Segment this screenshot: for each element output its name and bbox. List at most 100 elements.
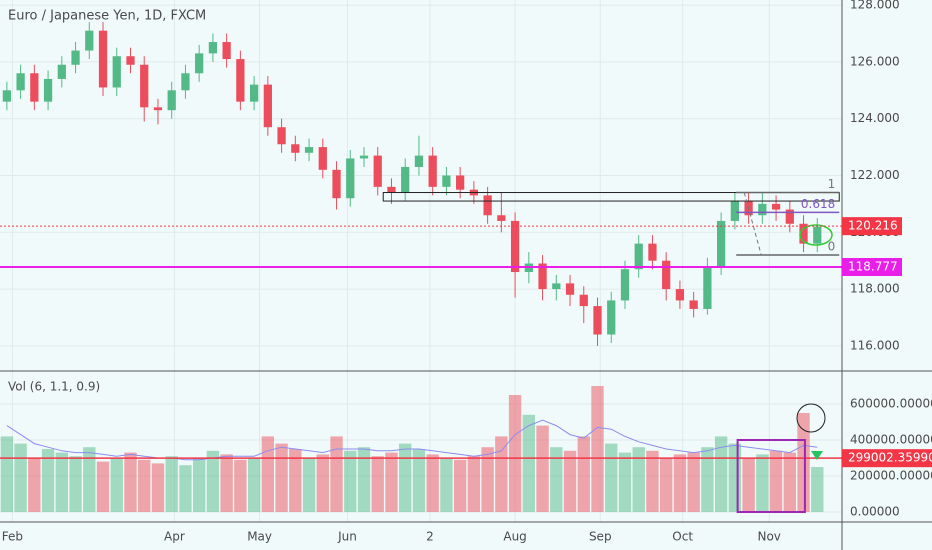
price-label: 118.777 — [848, 260, 898, 274]
candle-body — [359, 155, 369, 159]
candle-body — [263, 84, 272, 128]
candle-body — [401, 166, 410, 193]
x-tick-label: Feb — [2, 530, 23, 544]
volume-bar — [220, 454, 233, 513]
candle-body — [85, 30, 94, 51]
volume-bar — [756, 454, 769, 513]
volume-bar — [742, 458, 755, 513]
x-tick-label: Jun — [337, 530, 357, 544]
x-tick-label: Sep — [589, 530, 612, 544]
fib-label: 1 — [828, 177, 836, 191]
candle-body — [428, 155, 437, 187]
volume-bar — [316, 454, 329, 513]
volume-bar — [797, 413, 810, 513]
y-tick-label: 128.000 — [850, 0, 900, 12]
volume-bar — [618, 452, 632, 513]
candle-body — [140, 64, 149, 108]
volume-bar — [69, 456, 82, 513]
candle-body — [442, 175, 451, 187]
volume-bar — [673, 454, 687, 513]
candle-body — [291, 144, 300, 153]
fib-label: 0 — [828, 239, 836, 253]
volume-bar — [165, 456, 178, 513]
candle-body — [57, 64, 66, 79]
volume-bar — [481, 447, 494, 513]
candle-body — [552, 283, 561, 290]
volume-bar — [495, 436, 508, 513]
candle-body — [689, 300, 698, 309]
candle-body — [579, 294, 588, 307]
candle-body — [195, 53, 204, 74]
volume-bar — [714, 436, 728, 513]
candle-body — [730, 201, 739, 221]
volume-bar — [563, 450, 577, 513]
volume-bar — [467, 456, 481, 513]
price-label-box — [842, 258, 902, 277]
y-tick-label: 124.000 — [850, 111, 900, 125]
candle-body — [717, 220, 726, 267]
candle-body — [607, 300, 616, 335]
volume-bar — [728, 443, 742, 513]
candle-body — [98, 30, 108, 88]
chart-title: Euro / Japanese Yen, 1D, FXCM — [8, 9, 206, 24]
zone-box — [382, 192, 840, 202]
candle-body — [510, 220, 520, 273]
y-tick-label: 118.000 — [850, 282, 900, 296]
volume-bar — [192, 458, 206, 513]
volume-bar — [426, 454, 439, 513]
candle-body — [153, 107, 163, 111]
volume-bar — [508, 395, 522, 513]
volume-bar — [783, 452, 796, 513]
candle-body — [593, 306, 602, 335]
y-tick-label: 126.000 — [850, 54, 900, 68]
volume-bar — [371, 456, 384, 513]
volume-bar — [330, 436, 343, 513]
volume-bar — [96, 461, 110, 513]
volume-bar — [55, 452, 68, 513]
volume-bar — [289, 449, 302, 513]
x-tick-label: Aug — [503, 530, 526, 544]
candle-body — [181, 73, 190, 91]
volume-bar — [536, 425, 549, 513]
candle-body — [662, 260, 671, 290]
x-tick-label: Nov — [757, 530, 780, 544]
candle-body — [771, 203, 781, 210]
volume-bar — [453, 459, 467, 513]
candle-body — [758, 203, 767, 216]
volume-bar — [687, 452, 700, 513]
volume-bar — [138, 459, 151, 513]
candle-body — [373, 155, 382, 187]
volume-bar — [440, 458, 453, 513]
volume-bar — [83, 447, 96, 513]
candle-body — [813, 226, 822, 244]
volume-box — [736, 439, 806, 514]
volume-bar — [399, 443, 412, 513]
highlight-ellipse — [799, 224, 833, 246]
x-tick-label: Oct — [672, 530, 693, 544]
y-tick-label: 116.000 — [850, 338, 900, 352]
candle-body — [208, 42, 218, 54]
fib-label: 0.618 — [801, 197, 835, 211]
candle-body — [332, 169, 341, 199]
volume-bar — [701, 447, 714, 513]
volume-bar — [247, 458, 261, 513]
volume-bar — [550, 447, 563, 513]
volume-bar — [591, 386, 604, 513]
price-label: 120.216 — [848, 219, 898, 233]
volume-bar — [28, 458, 41, 513]
candle-body — [675, 289, 685, 301]
volume-bar — [110, 458, 123, 513]
volume-bar — [14, 443, 27, 513]
fib-trend — [743, 192, 762, 256]
volume-bar — [151, 463, 165, 513]
volume-bar — [41, 449, 55, 513]
volume-title: Vol (6, 1.1, 0.9) — [8, 380, 100, 394]
volume-bar — [577, 436, 590, 513]
candle-body — [414, 155, 424, 167]
candle-body — [2, 90, 11, 102]
volume-label-box — [842, 449, 932, 468]
candle-body — [497, 215, 506, 221]
volume-bar — [632, 447, 645, 513]
candle-body — [648, 243, 657, 261]
candle-body — [565, 283, 575, 295]
